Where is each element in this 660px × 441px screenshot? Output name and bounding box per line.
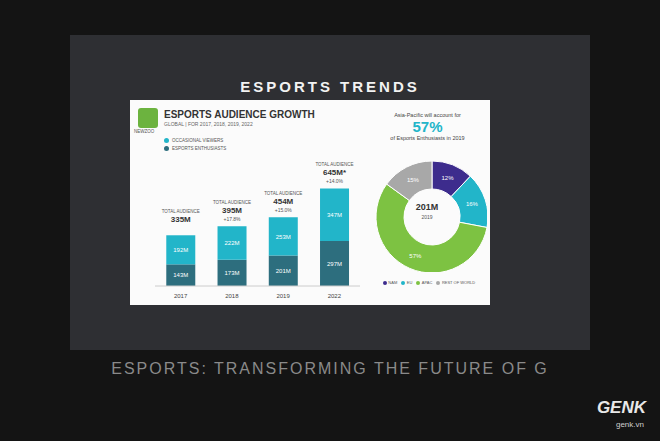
svg-text:201M: 201M	[276, 268, 291, 274]
html-text:ESPORTS TRENDS: ESPORTS TRENDS	[240, 78, 420, 95]
html-text:NAM: NAM	[388, 280, 398, 285]
svg-text:2018: 2018	[225, 293, 239, 299]
html-text:APAC: APAC	[421, 280, 433, 285]
svg-text:16%: 16%	[466, 201, 479, 207]
svg-text:TOTAL AUDIENCE: TOTAL AUDIENCE	[264, 191, 302, 196]
svg-text:+14.0%: +14.0%	[326, 178, 344, 184]
svg-text:201M: 201M	[416, 202, 439, 212]
html-text:57%: 57%	[412, 118, 443, 135]
svg-text:TOTAL AUDIENCE: TOTAL AUDIENCE	[315, 162, 353, 167]
html-text:GLOBAL | FOR 2017, 2018, 2019,: GLOBAL | FOR 2017, 2018, 2019, 2022	[164, 121, 253, 127]
svg-text:+15.0%: +15.0%	[275, 207, 293, 213]
html-text:REST OF WORLD: REST OF WORLD	[441, 280, 476, 285]
html-text:Asia-Pacific will account for: Asia-Pacific will account for	[394, 112, 461, 118]
svg-text:297M: 297M	[327, 261, 342, 267]
html-text:GENK: GENK	[596, 398, 646, 417]
html-text:NEWZOO: NEWZOO	[134, 129, 155, 134]
html-text:genk.vn: genk.vn	[616, 420, 644, 429]
svg-text:454M: 454M	[273, 197, 293, 206]
svg-text:TOTAL AUDIENCE: TOTAL AUDIENCE	[162, 209, 200, 214]
html-text:ESPORTS AUDIENCE GROWTH: ESPORTS AUDIENCE GROWTH	[164, 109, 315, 120]
html-text:ESPORTS ENTHUSIASTS: ESPORTS ENTHUSIASTS	[172, 145, 227, 151]
svg-text:192M: 192M	[173, 247, 188, 253]
html-text:EU: EU	[406, 280, 413, 285]
svg-text:12%: 12%	[441, 175, 454, 181]
svg-text:173M: 173M	[225, 270, 240, 276]
svg-text:2022: 2022	[328, 293, 342, 299]
html-text:OCCASIONAL VIEWERS: OCCASIONAL VIEWERS	[172, 137, 224, 143]
svg-text:222M: 222M	[225, 240, 240, 246]
svg-text:57%: 57%	[409, 253, 422, 259]
svg-text:2019: 2019	[276, 293, 290, 299]
svg-text:347M: 347M	[327, 212, 342, 218]
html-text:ESPORTS: TRANSFORMING THE FUTU: ESPORTS: TRANSFORMING THE FUTURE OF G	[111, 360, 549, 377]
svg-text:645M*: 645M*	[323, 168, 347, 177]
svg-text:253M: 253M	[276, 234, 291, 240]
html-text:of Esports Enthusiasts in 2019: of Esports Enthusiasts in 2019	[390, 135, 465, 141]
svg-text:395M: 395M	[222, 206, 242, 215]
svg-text:335M: 335M	[171, 215, 191, 224]
svg-text:+17.8%: +17.8%	[223, 216, 241, 222]
svg-text:143M: 143M	[173, 272, 188, 278]
svg-text:2017: 2017	[174, 293, 188, 299]
svg-text:TOTAL AUDIENCE: TOTAL AUDIENCE	[213, 200, 251, 205]
svg-text:2019: 2019	[421, 214, 432, 220]
svg-text:15%: 15%	[407, 177, 420, 183]
